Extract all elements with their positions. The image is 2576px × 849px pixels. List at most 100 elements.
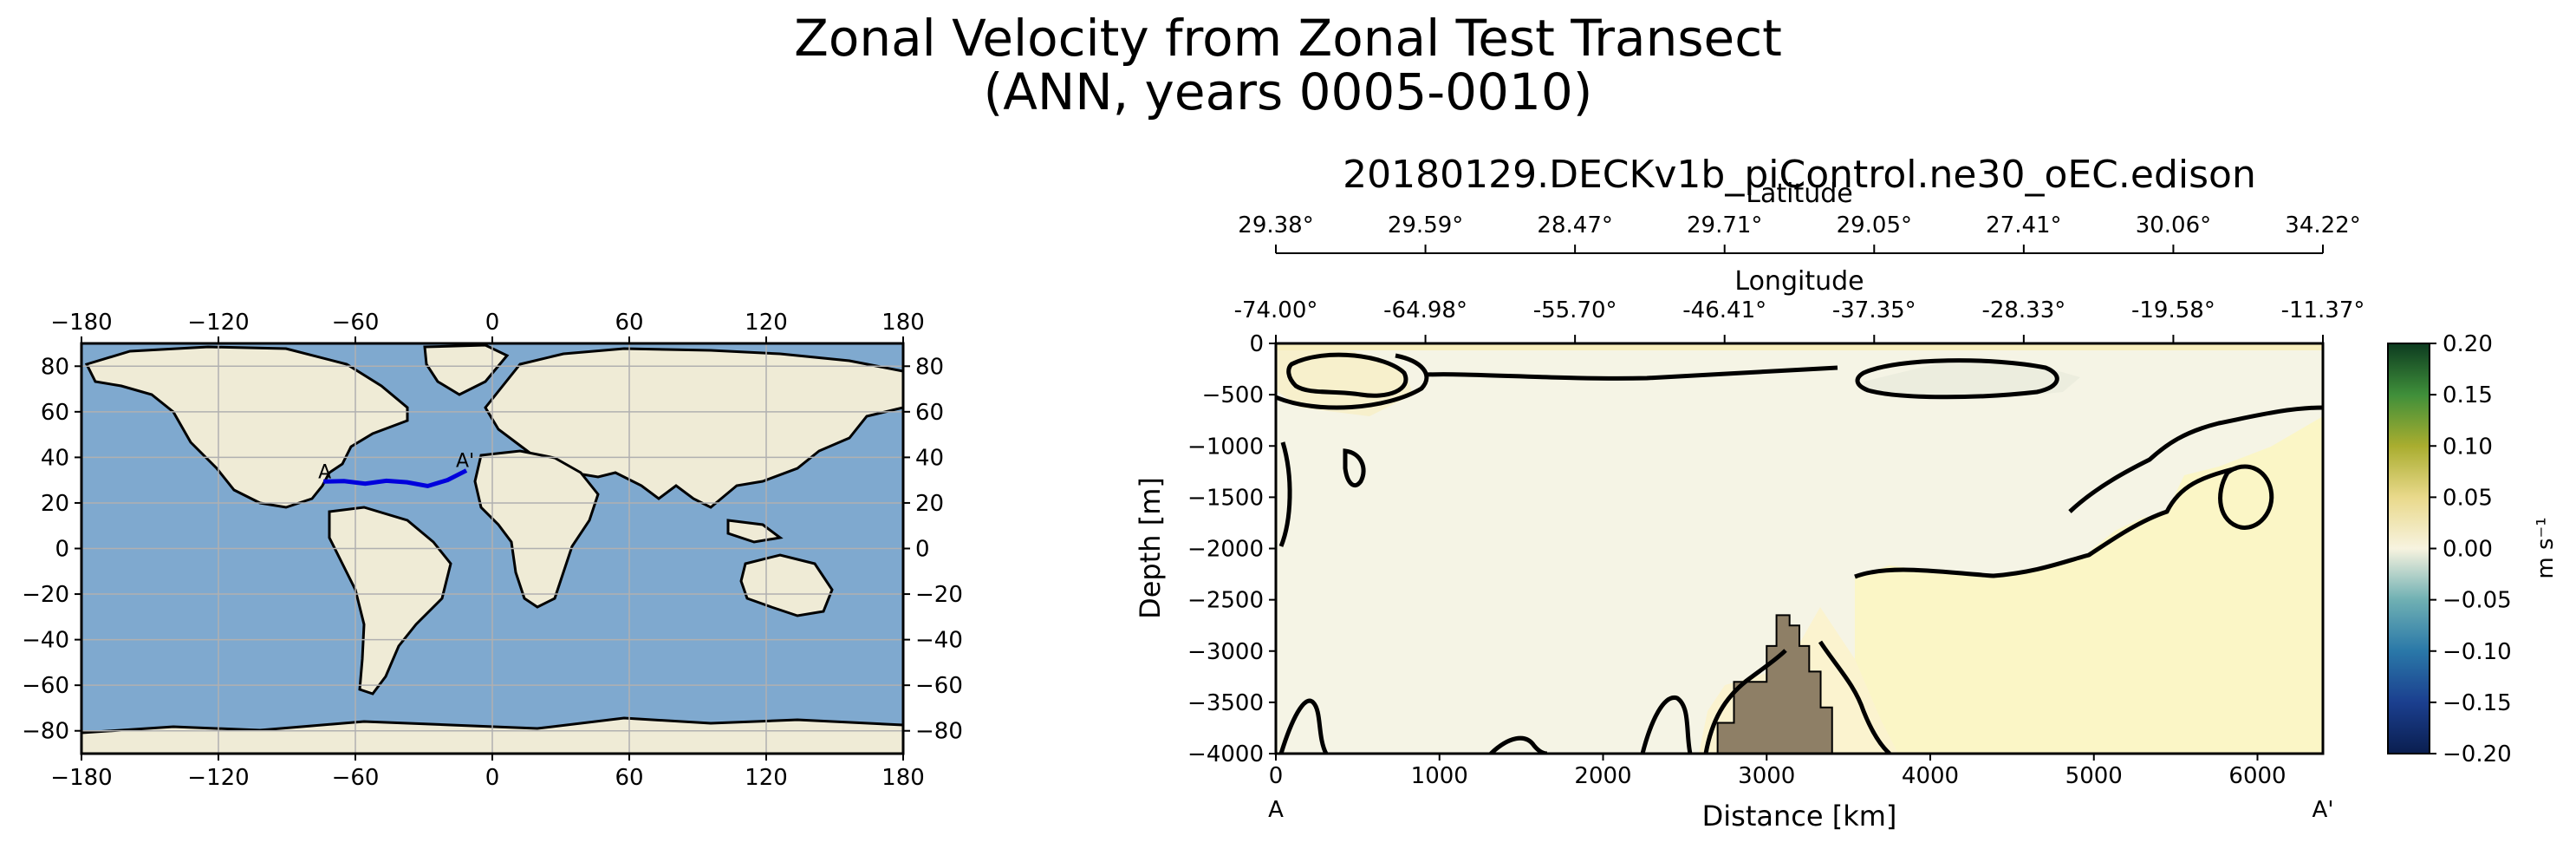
map-xtick-label-bottom: −120	[187, 765, 249, 791]
colorbar-tick-label: 0.15	[2443, 382, 2493, 408]
latitude-tick-label: 29.05°	[1837, 212, 1912, 238]
colorbar-tick-label: 0.05	[2443, 485, 2493, 511]
land-australia	[739, 553, 834, 617]
map-ytick-label-right: 20	[915, 491, 944, 517]
colorbar-gradient	[2387, 343, 2430, 754]
section-title: 20180129.DECKv1b_piControl.ne30_oEC.edis…	[1343, 153, 2256, 197]
contour-1	[1286, 352, 1408, 398]
latitude-tick-label: 28.47°	[1537, 212, 1612, 238]
transect-end-label: A'	[456, 451, 474, 473]
latitude-tick-label: 34.22°	[2285, 212, 2360, 238]
section-xtick-label: 1000	[1411, 763, 1468, 789]
contour-8	[1854, 466, 2237, 579]
section-xtick-label: 2000	[1574, 763, 1631, 789]
land-islands	[726, 519, 784, 544]
map-xtick-label-top: 120	[745, 310, 788, 336]
map-ytick-label-right: 40	[915, 445, 944, 471]
latitude-tick-label: 29.71°	[1687, 212, 1762, 238]
colorbar-tick-label: −0.10	[2443, 639, 2512, 665]
colorbar-tick-label: 0.00	[2443, 537, 2493, 563]
latitude-tick-label: 29.38°	[1238, 212, 1313, 238]
map-tick-labels: −180 −180 −120 −120 −60 −60 0 0 60 60 120 120 180 180…	[22, 310, 963, 791]
transect-line	[323, 468, 468, 489]
field-region-east	[1855, 416, 2323, 754]
longitude-tick-label: -11.37°	[2281, 297, 2365, 323]
contour-2	[1276, 353, 1429, 410]
map-ytick-label-right: 0	[915, 537, 930, 563]
colorbar: 0.20 0.15 0.10 0.05 0.00 −0.05 −0.10 −0.15 −0.20…	[2387, 331, 2559, 767]
field-region-west	[1276, 347, 1413, 416]
section-start-label: A	[1268, 797, 1284, 823]
section-panel: 20180129.DECKv1b_piControl.ne30_oEC.edis…	[1134, 153, 2559, 833]
contour-13	[1703, 649, 1787, 754]
colorbar-tick-label: 0.10	[2443, 434, 2493, 460]
figure-title-line2: (ANN, years 0005-0010)	[983, 62, 1593, 121]
longitude-tick-label: -37.35°	[1832, 297, 1916, 323]
latitude-tick-label: 27.41°	[1986, 212, 2061, 238]
longitude-axis-label: Longitude	[1734, 266, 1864, 297]
colorbar-tick-label: 0.20	[2443, 331, 2493, 357]
contour-4	[1343, 448, 1366, 488]
map-xtick-label-top: 180	[881, 310, 925, 336]
latitude-axis-label: Latitude	[1746, 179, 1852, 209]
map-xtick-label-bottom: −180	[50, 765, 112, 791]
latitude-tick-label: 30.06°	[2136, 212, 2211, 238]
contour-7	[2068, 405, 2323, 513]
section-xlabel: Distance [km]	[1702, 800, 1897, 833]
contour-5	[1855, 358, 2059, 400]
map-xtick-label-bottom: −60	[332, 765, 380, 791]
contour-14	[1818, 640, 1891, 754]
section-ytick-label: 0	[1249, 331, 1264, 357]
longitude-tick-label: -64.98°	[1383, 297, 1467, 323]
map-ytick-label-left: −80	[22, 719, 69, 745]
map-ytick-label-left: 60	[41, 400, 69, 426]
map-ytick-label-left: −20	[22, 582, 69, 608]
transect-start-label: A	[318, 461, 331, 483]
map-land	[81, 343, 903, 754]
latitude-axis: Latitude 29.38° 29.59° 28.47° 29.71° 29.05° 2…	[1238, 179, 2361, 254]
contour-12	[1640, 696, 1693, 754]
section-ytick-label: −4000	[1187, 741, 1264, 767]
map-ytick-label-right: −60	[915, 673, 963, 699]
map-xtick-label-top: 0	[485, 310, 500, 336]
longitude-tick-label: -46.41°	[1682, 297, 1766, 323]
colorbar-tick-label: −0.20	[2443, 741, 2512, 767]
land-greenland	[423, 343, 510, 396]
contour-10	[1278, 698, 1329, 754]
section-ytick-label: −2500	[1187, 588, 1264, 614]
colorbar-label: m s⁻¹	[2533, 517, 2559, 578]
section-ytick-label: −500	[1202, 382, 1264, 408]
longitude-tick-label: -19.58°	[2131, 297, 2215, 323]
colorbar-ticks: 0.20 0.15 0.10 0.05 0.00 −0.05 −0.10 −0.15 −0.20	[2430, 331, 2512, 767]
section-ytick-label: −3000	[1187, 639, 1264, 665]
section-xtick-label: 5000	[2065, 763, 2123, 789]
map-ytick-label-right: −80	[915, 719, 963, 745]
section-xtick-label: 6000	[2228, 763, 2286, 789]
field-region-surface	[1276, 343, 2323, 350]
map-xtick-label-bottom: 0	[485, 765, 500, 791]
longitude-tick-label: -74.00°	[1234, 297, 1318, 323]
contour-3	[1278, 441, 1292, 547]
map-xtick-label-top: 60	[615, 310, 643, 336]
section-ytick-label: −3500	[1187, 690, 1264, 716]
section-ytick-label: −2000	[1187, 537, 1264, 563]
section-ytick-label: −1500	[1187, 485, 1264, 511]
map-ytick-label-right: −40	[915, 628, 963, 654]
section-xtick-label: 3000	[1738, 763, 1795, 789]
latitude-tick-label: 29.59°	[1388, 212, 1463, 238]
map-xtick-label-bottom: 120	[745, 765, 788, 791]
section-xtick-label: 4000	[1902, 763, 1959, 789]
longitude-axis: Longitude -74.00° -64.98° -55.70° -46.41° -3…	[1234, 266, 2365, 344]
colorbar-tick-label: −0.05	[2443, 588, 2512, 614]
bathymetry-mask	[1716, 614, 1833, 754]
section-ytick-label: −1000	[1187, 434, 1264, 460]
map-gridlines	[81, 343, 903, 754]
colorbar-tick-label: −0.15	[2443, 690, 2512, 716]
map-ytick-label-left: 80	[41, 354, 69, 380]
map-xtick-label-top: −120	[187, 310, 249, 336]
section-ylabel: Depth [m]	[1134, 477, 1167, 619]
map-xtick-label-bottom: 60	[615, 765, 643, 791]
land-north-america	[84, 345, 409, 509]
map-ytick-label-right: 60	[915, 400, 944, 426]
